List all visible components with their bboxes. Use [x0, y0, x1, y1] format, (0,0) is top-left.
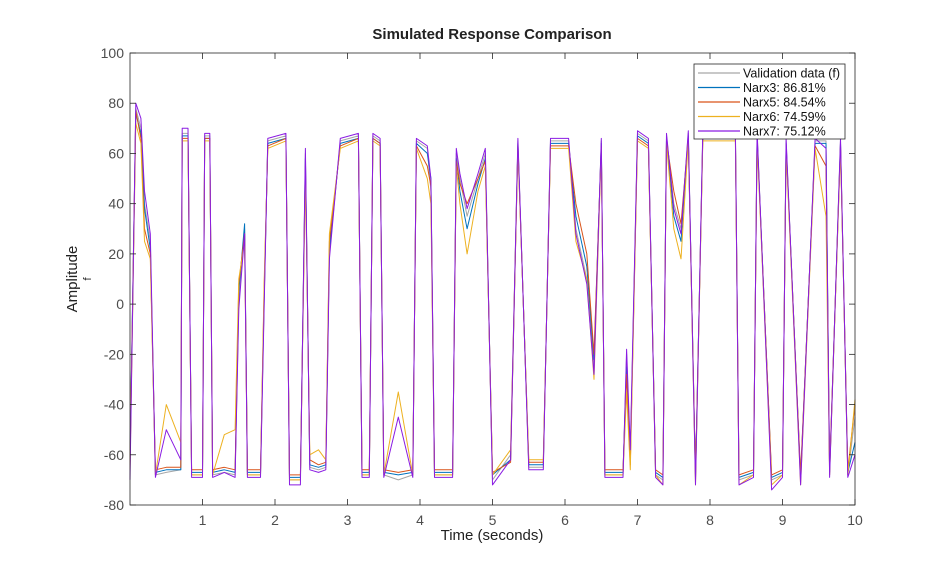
x-tick-label: 1	[199, 512, 207, 528]
x-tick-label: 3	[344, 512, 352, 528]
chart-title: Simulated Response Comparison	[372, 26, 611, 43]
legend-label-narx7: Narx7: 75.12%	[743, 125, 826, 139]
legend-label-narx6: Narx6: 74.59%	[743, 110, 826, 124]
y-tick-label: 0	[116, 296, 124, 312]
y-tick-label: 40	[108, 196, 124, 212]
y-tick-label: 80	[108, 95, 124, 111]
x-axis-label: Time (seconds)	[441, 527, 544, 544]
y-tick-label: -80	[104, 497, 124, 513]
legend-label-narx5: Narx5: 84.54%	[743, 96, 826, 110]
x-tick-label: 4	[416, 512, 424, 528]
y-tick-label: 20	[108, 246, 124, 262]
legend: Validation data (f)Narx3: 86.81%Narx5: 8…	[693, 63, 846, 140]
y-axis-sublabel: f	[82, 277, 94, 281]
series-line-narx7	[129, 102, 856, 491]
x-tick-label: 6	[561, 512, 569, 528]
y-tick-label: 100	[101, 45, 125, 61]
x-tick-label: 5	[489, 512, 497, 528]
y-axis-label: Amplitude	[64, 246, 81, 313]
legend-label-validation: Validation data (f)	[743, 67, 840, 81]
y-tick-label: 60	[108, 145, 124, 161]
x-tick-label: 8	[706, 512, 714, 528]
x-tick-label: 2	[271, 512, 279, 528]
y-tick-label: -60	[104, 447, 124, 463]
x-tick-label: 9	[779, 512, 787, 528]
series-layer	[129, 102, 856, 491]
ticks-layer: 1 2 3 4 5 6 7 8 9 10 -80 -60 -40 -20 0 20 40 60 80 100	[101, 45, 863, 528]
x-tick-label: 7	[634, 512, 642, 528]
y-tick-label: -20	[104, 346, 124, 362]
x-tick-label: 10	[847, 512, 863, 528]
y-tick-label: -40	[104, 397, 124, 413]
legend-label-narx3: Narx3: 86.81%	[743, 81, 826, 95]
